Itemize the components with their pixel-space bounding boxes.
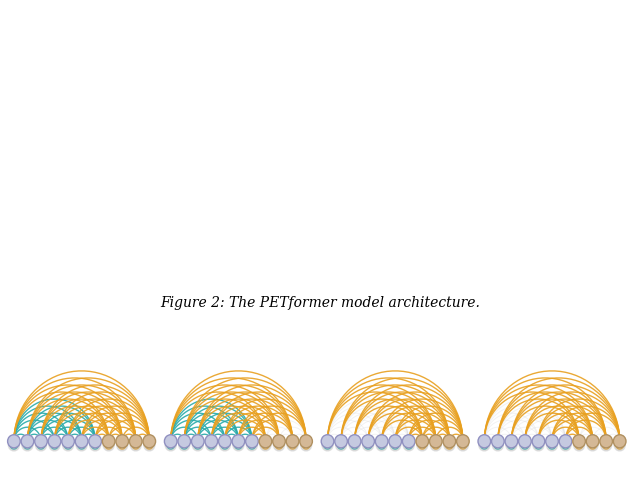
Circle shape: [443, 435, 456, 448]
Circle shape: [586, 435, 599, 448]
Circle shape: [492, 435, 504, 448]
Circle shape: [218, 435, 231, 448]
Circle shape: [403, 435, 415, 448]
Circle shape: [506, 439, 517, 451]
Circle shape: [546, 435, 558, 448]
Circle shape: [600, 435, 612, 448]
Circle shape: [300, 435, 312, 448]
Circle shape: [130, 439, 141, 451]
Circle shape: [429, 435, 442, 448]
Circle shape: [143, 435, 156, 448]
Circle shape: [179, 439, 190, 451]
Circle shape: [48, 435, 61, 448]
Circle shape: [233, 439, 244, 451]
Circle shape: [492, 439, 504, 451]
Circle shape: [600, 439, 612, 451]
Circle shape: [260, 439, 271, 451]
Circle shape: [246, 435, 259, 448]
Circle shape: [49, 439, 60, 451]
Circle shape: [232, 435, 244, 448]
Circle shape: [286, 435, 299, 448]
Circle shape: [559, 435, 572, 448]
Circle shape: [587, 439, 598, 451]
Circle shape: [322, 439, 333, 451]
Circle shape: [430, 439, 442, 451]
Circle shape: [76, 439, 87, 451]
Circle shape: [63, 439, 74, 451]
Circle shape: [362, 435, 374, 448]
Circle shape: [363, 439, 374, 451]
Circle shape: [22, 439, 33, 451]
Circle shape: [560, 439, 571, 451]
Circle shape: [390, 439, 401, 451]
Circle shape: [116, 439, 128, 451]
Circle shape: [505, 435, 518, 448]
Circle shape: [178, 435, 191, 448]
Circle shape: [8, 435, 20, 448]
Circle shape: [573, 439, 584, 451]
Circle shape: [21, 435, 34, 448]
Circle shape: [532, 435, 545, 448]
Circle shape: [35, 435, 47, 448]
Circle shape: [103, 439, 114, 451]
Circle shape: [547, 439, 557, 451]
Circle shape: [573, 435, 586, 448]
Circle shape: [416, 435, 429, 448]
Circle shape: [444, 439, 455, 451]
Circle shape: [273, 435, 285, 448]
Circle shape: [102, 435, 115, 448]
Circle shape: [273, 439, 285, 451]
Circle shape: [479, 439, 490, 451]
Circle shape: [417, 439, 428, 451]
Circle shape: [35, 439, 47, 451]
Circle shape: [287, 439, 298, 451]
Circle shape: [613, 435, 626, 448]
Circle shape: [456, 435, 469, 448]
Circle shape: [116, 435, 129, 448]
Circle shape: [335, 439, 347, 451]
Circle shape: [376, 439, 387, 451]
Circle shape: [259, 435, 272, 448]
Circle shape: [335, 435, 348, 448]
Circle shape: [349, 439, 360, 451]
Circle shape: [191, 435, 204, 448]
Circle shape: [8, 439, 19, 451]
Circle shape: [375, 435, 388, 448]
Circle shape: [348, 435, 361, 448]
Circle shape: [164, 435, 177, 448]
Circle shape: [144, 439, 155, 451]
Circle shape: [321, 435, 334, 448]
Circle shape: [533, 439, 544, 451]
Circle shape: [246, 439, 257, 451]
Circle shape: [61, 435, 74, 448]
Circle shape: [301, 439, 312, 451]
Circle shape: [220, 439, 230, 451]
Circle shape: [520, 439, 531, 451]
Text: Figure 2: The PETformer model architecture.: Figure 2: The PETformer model architectu…: [160, 296, 480, 309]
Circle shape: [458, 439, 468, 451]
Circle shape: [614, 439, 625, 451]
Circle shape: [90, 439, 100, 451]
Circle shape: [165, 439, 176, 451]
Circle shape: [192, 439, 204, 451]
Circle shape: [389, 435, 401, 448]
Circle shape: [403, 439, 414, 451]
Circle shape: [76, 435, 88, 448]
Circle shape: [129, 435, 142, 448]
Circle shape: [518, 435, 531, 448]
Circle shape: [206, 439, 217, 451]
Circle shape: [89, 435, 102, 448]
Circle shape: [478, 435, 491, 448]
Circle shape: [205, 435, 218, 448]
